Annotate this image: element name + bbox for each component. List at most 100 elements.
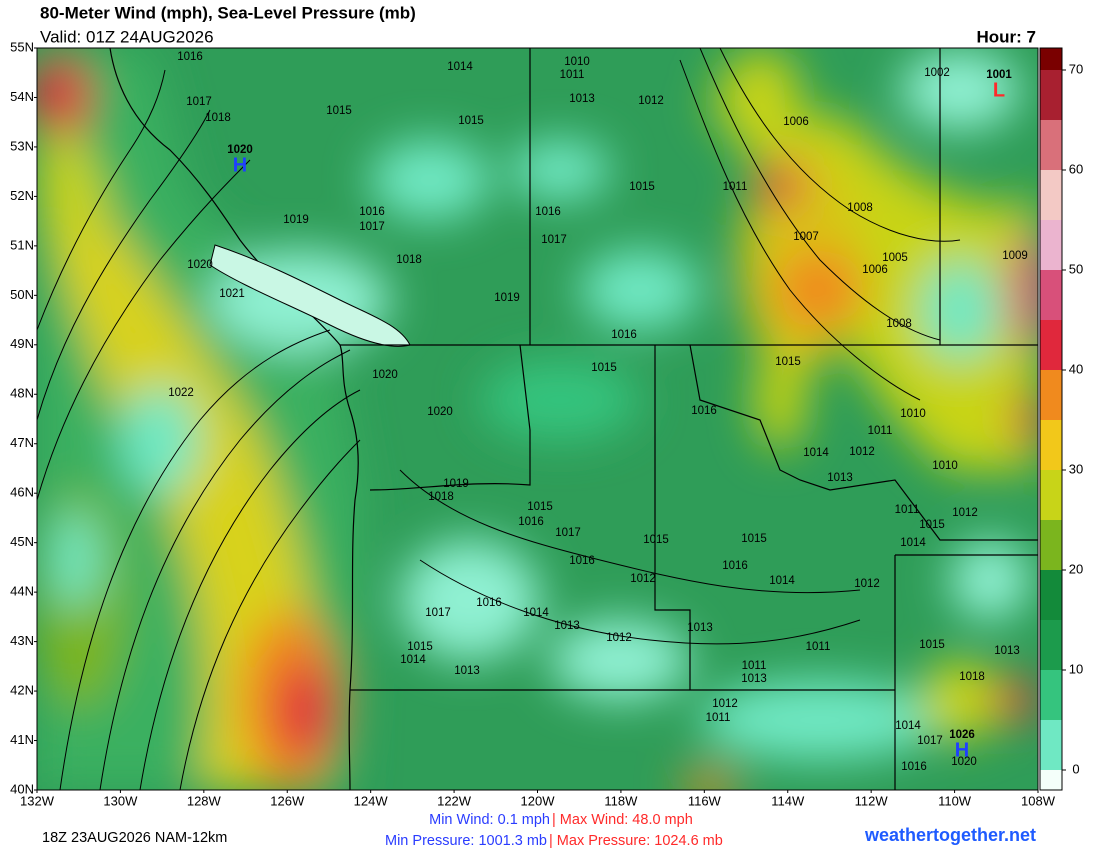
isobar-label: 1016	[518, 516, 544, 528]
isobar-label: 1008	[886, 318, 912, 330]
isobar-label: 1020	[427, 406, 453, 418]
colorbar-segment	[1040, 370, 1062, 420]
isobar-label: 1016	[535, 206, 561, 218]
lat-label: 49N	[10, 336, 34, 351]
lat-label: 50N	[10, 287, 34, 302]
isobar-label: 1010	[900, 408, 926, 420]
lon-label: 122W	[437, 793, 472, 808]
valid-time: Valid: 01Z 24AUG2026	[40, 27, 214, 46]
isobar-label: 1008	[847, 202, 873, 214]
isobar-label: 1013	[454, 665, 480, 677]
isobar-label: 1016	[901, 761, 927, 773]
lat-label: 45N	[10, 534, 34, 549]
isobar-label: 1019	[443, 478, 469, 490]
pressure-center-letter: H	[955, 739, 969, 761]
lon-label: 114W	[771, 793, 805, 808]
isobar-label: 1017	[555, 527, 581, 539]
isobar-label: 1009	[1002, 250, 1028, 262]
isobar-label: 1015	[643, 534, 669, 546]
isobar-label: 1020	[951, 756, 977, 768]
isobar-label: 1011	[706, 712, 731, 724]
isobar-label: 1011	[806, 641, 831, 653]
colorbar-frame	[1039, 47, 1063, 791]
min-pressure: Min Pressure: 1001.3 mb	[385, 833, 547, 849]
isobar-label: 1017	[359, 221, 385, 233]
colorbar-tick-label: 0	[1072, 761, 1079, 776]
isobar-label: 1019	[283, 214, 309, 226]
isobar-label: 1016	[359, 206, 385, 218]
model-run: 18Z 23AUG2026 NAM-12km	[42, 830, 227, 846]
isobar-label: 1013	[569, 93, 595, 105]
colorbar-tick-label: 70	[1069, 61, 1083, 76]
isobar-label: 1017	[541, 234, 567, 246]
coastline	[109, 48, 359, 790]
lat-label: 41N	[10, 732, 34, 747]
pressure-center-letter: H	[233, 154, 247, 176]
isobar-label: 1017	[917, 735, 943, 747]
isobar-label: 1011	[868, 425, 893, 437]
colorbar-segment	[1040, 620, 1062, 670]
isobar-label: 1018	[396, 254, 422, 266]
colorbar-segment	[1040, 720, 1062, 770]
lat-label: 55N	[10, 39, 34, 54]
isobar-label: 1014	[769, 575, 795, 587]
isobar-label: 1011	[895, 504, 920, 516]
lat-label: 42N	[10, 683, 34, 698]
colorbar-segment	[1040, 220, 1062, 270]
colorbar-tick-label: 60	[1069, 161, 1083, 176]
pressure-center-value: 1026	[949, 729, 975, 741]
isobar-label: 1015	[326, 105, 352, 117]
pressure-center-value: 1020	[227, 144, 253, 156]
colorbar-tick-label: 40	[1069, 361, 1083, 376]
lon-label: 110W	[938, 793, 972, 808]
isobar-label: 1018	[205, 112, 231, 124]
isobar-label: 1012	[606, 632, 632, 644]
wind-shading	[37, 48, 1038, 790]
isobar-label: 1014	[900, 537, 926, 549]
colorbar-segment	[1040, 320, 1062, 370]
lat-label: 44N	[10, 584, 34, 599]
isobar-label: 1015	[919, 519, 945, 531]
colorbar-tick-label: 50	[1069, 261, 1083, 276]
isobar-label: 1016	[722, 560, 748, 572]
lon-label: 108W	[1021, 793, 1056, 808]
colorbar-segment	[1040, 270, 1062, 320]
isobar-label: 1007	[793, 231, 819, 243]
isobar-label: 1015	[458, 115, 484, 127]
isobar-label: 1012	[952, 507, 978, 519]
lon-label: 124W	[354, 793, 389, 808]
colorbar-segment	[1040, 120, 1062, 170]
isobar-label: 1013	[994, 645, 1020, 657]
isobar-label: 1015	[407, 641, 433, 653]
isobar-label: 1014	[400, 654, 426, 666]
isobar-label: 1015	[775, 356, 801, 368]
lon-label: 120W	[521, 793, 556, 808]
colorbar-segment	[1040, 470, 1062, 520]
isobar-label: 1012	[854, 578, 880, 590]
lon-label: 118W	[604, 793, 638, 808]
isobar-label: 1011	[723, 181, 748, 193]
colorbar-segment	[1040, 670, 1062, 720]
isobar-label: 1013	[827, 472, 853, 484]
pressure-center-letter: L	[993, 79, 1005, 101]
colorbar-tick-label: 10	[1069, 661, 1083, 676]
isobar-label: 1010	[932, 460, 958, 472]
isobar-label: 1017	[186, 96, 212, 108]
isobar-label: 1022	[168, 387, 194, 399]
isobar-label: 1006	[862, 264, 888, 276]
max-pressure: | Max Pressure: 1024.6 mb	[549, 833, 723, 849]
isobar-label: 1015	[629, 181, 655, 193]
colorbar-segment	[1040, 570, 1062, 620]
isobar-label: 1014	[895, 720, 921, 732]
lon-label: 116W	[688, 793, 722, 808]
isobar-label: 1012	[638, 95, 664, 107]
isobar-label: 1016	[569, 555, 595, 567]
isobar-label: 1015	[919, 639, 945, 651]
isobar-label: 1014	[803, 447, 829, 459]
colorbar-segment	[1040, 770, 1062, 790]
map-field	[37, 48, 1038, 790]
isobar-label: 1020	[187, 259, 213, 271]
isobar-label: 1016	[611, 329, 637, 341]
